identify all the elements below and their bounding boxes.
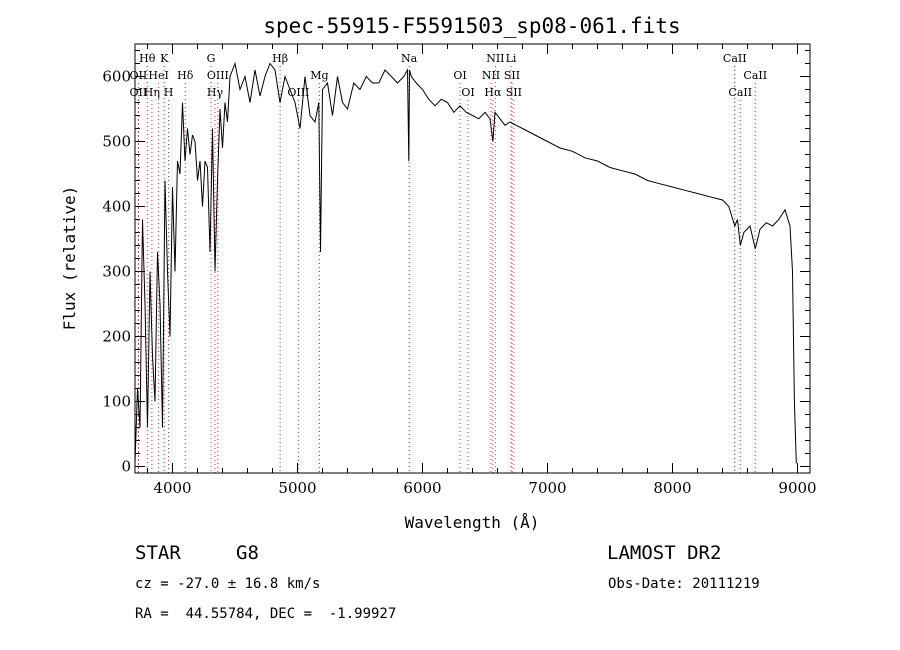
line-marker-label: NII <box>482 69 500 82</box>
line-marker-label: OIII <box>207 69 229 82</box>
x-axis: 4000 5000 6000 7000 8000 9000 <box>147 44 817 497</box>
line-marker-label: Na <box>401 52 418 65</box>
line-marker-label: Mg <box>310 69 328 82</box>
chart-title: spec-55915-F5591503_sp08-061.fits <box>263 14 680 38</box>
line-marker-label: CaII <box>743 69 767 82</box>
x-tick-label: 4000 <box>153 479 191 497</box>
line-marker-label: OII <box>130 86 148 99</box>
spectrum-line <box>134 61 797 464</box>
line-marker-label: HeI <box>148 69 168 82</box>
line-marker-label: G <box>207 52 216 65</box>
line-marker-label: Hθ <box>139 52 156 65</box>
line-marker-label: Li <box>506 52 517 65</box>
line-marker-label: OI <box>461 86 474 99</box>
y-tick-label: 0 <box>121 458 131 476</box>
line-marker-label: SII <box>504 69 520 82</box>
y-axis-label: Flux (relative) <box>60 186 79 331</box>
x-tick-label: 6000 <box>403 479 441 497</box>
redshift-cz: cz = -27.0 ± 16.8 km/s <box>135 576 321 592</box>
y-tick-label: 600 <box>102 68 131 86</box>
plot-frame <box>134 43 811 474</box>
x-tick-label: 9000 <box>778 479 816 497</box>
line-marker-label: Hβ <box>272 52 288 65</box>
x-axis-label: Wavelength (Å) <box>405 513 540 532</box>
x-tick-label: 7000 <box>528 479 566 497</box>
line-marker-label: CaII <box>728 86 752 99</box>
y-tick-label: 200 <box>102 328 131 346</box>
line-marker-label: CaII <box>723 52 747 65</box>
x-tick-label: 5000 <box>278 479 316 497</box>
subclass: G8 <box>236 542 259 564</box>
y-tick-label: 100 <box>102 393 131 411</box>
line-marker-label: Hη <box>144 86 160 99</box>
coordinates: RA = 44.55784, DEC = -1.99927 <box>135 606 397 622</box>
line-marker-label: Hδ <box>177 69 194 82</box>
line-marker-label: NII <box>486 52 504 65</box>
obs-date: Obs-Date: 20111219 <box>608 576 760 592</box>
object-type: STAR <box>135 542 181 564</box>
line-marker-label: H <box>164 86 174 99</box>
y-tick-label: 500 <box>102 133 131 151</box>
line-marker-label: Hα <box>484 86 502 99</box>
line-marker-label: Hγ <box>207 86 224 99</box>
x-tick-label: 8000 <box>653 479 691 497</box>
line-marker-label: OI <box>453 69 466 82</box>
y-tick-label: 300 <box>102 263 131 281</box>
y-axis: 0 100 200 300 400 500 600 <box>102 50 810 476</box>
survey-name: LAMOST DR2 <box>607 542 722 564</box>
line-marker-label: K <box>160 52 169 65</box>
line-marker-label: OII <box>130 69 148 82</box>
line-marker-label: SII <box>506 86 522 99</box>
y-tick-label: 400 <box>102 198 131 216</box>
